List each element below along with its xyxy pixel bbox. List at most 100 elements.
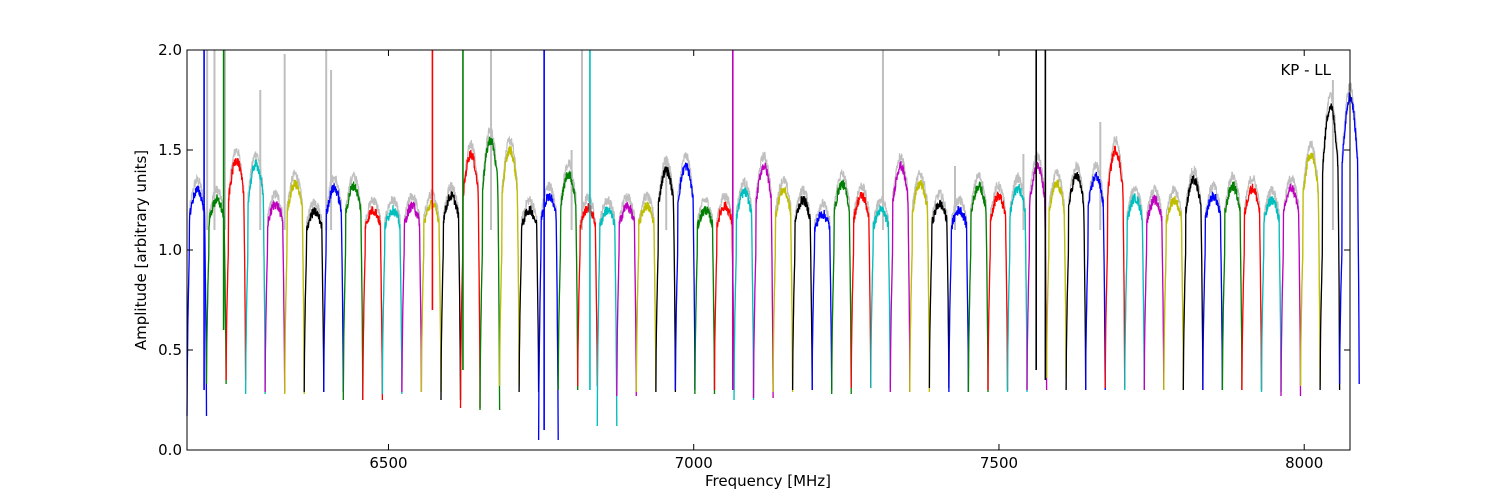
background-band-line <box>303 198 325 393</box>
band-line-25 <box>674 162 696 391</box>
band-line-49 <box>1143 194 1165 391</box>
background-band-line <box>1221 171 1243 391</box>
band-line-54 <box>1241 183 1263 391</box>
background-band-line <box>1085 161 1106 391</box>
band-line-13 <box>440 191 462 401</box>
band-line-40 <box>967 181 989 393</box>
band-line-12 <box>420 199 442 393</box>
band-line-29 <box>752 162 774 399</box>
band-line-26 <box>694 205 716 395</box>
x-tick-label: 8000 <box>1285 454 1323 472</box>
y-tick-label: 2.0 <box>158 41 182 59</box>
y-tick-label: 0.0 <box>158 441 182 459</box>
band-line-28 <box>733 186 755 401</box>
band-line-1 <box>205 193 227 385</box>
background-band-line <box>1163 185 1184 391</box>
band-line-15 <box>479 136 501 411</box>
band-line-32 <box>811 209 833 391</box>
band-line-21 <box>596 206 618 427</box>
background-band-line <box>713 192 735 391</box>
band-line-17 <box>518 205 540 393</box>
band-line-31 <box>791 195 813 391</box>
x-tick-label: 7000 <box>675 454 713 472</box>
band-line-52 <box>1202 191 1224 391</box>
background-band-line <box>1319 92 1341 391</box>
x-tick-label: 7500 <box>980 454 1018 472</box>
band-line-5 <box>284 179 305 395</box>
band-line-23 <box>635 201 657 393</box>
band-line-42 <box>1006 183 1028 393</box>
band-line-44 <box>1045 179 1067 379</box>
band-line-51 <box>1182 175 1204 391</box>
x-tick-label: 6500 <box>369 454 407 472</box>
band-line-47 <box>1104 145 1126 389</box>
band-line-24 <box>655 166 677 393</box>
band-line-48 <box>1124 193 1145 391</box>
band-line-30 <box>772 186 794 393</box>
background-band-line <box>616 193 637 397</box>
y-tick-label: 1.5 <box>158 141 182 159</box>
plot-annotation: KP - LL <box>1280 61 1331 79</box>
background-band-line <box>831 168 852 395</box>
band-line-22 <box>616 201 637 397</box>
band-line-33 <box>831 179 852 395</box>
band-line-57 <box>1299 152 1321 387</box>
band-line-6 <box>303 207 325 393</box>
background-band-line <box>284 169 305 395</box>
band-line-53 <box>1221 181 1243 391</box>
band-line-59 <box>1338 92 1360 385</box>
background-band-line <box>987 181 1009 391</box>
band-line-45 <box>1065 171 1087 391</box>
background-band-line <box>635 191 657 393</box>
band-line-7 <box>323 183 344 393</box>
y-tick-label: 1.0 <box>158 241 182 259</box>
background-band-line <box>420 189 442 393</box>
band-line-56 <box>1280 182 1302 397</box>
background-band-line <box>1045 168 1067 379</box>
background-band-line <box>1241 175 1263 391</box>
band-line-38 <box>928 199 950 389</box>
band-line-16 <box>498 145 520 387</box>
band-line-50 <box>1163 195 1184 391</box>
band-line-2 <box>225 158 247 381</box>
background-band-line <box>1104 135 1126 389</box>
background-band-line <box>1182 165 1204 391</box>
background-band-line <box>557 159 579 391</box>
background-band-line <box>342 171 364 401</box>
band-line-27 <box>713 201 735 391</box>
background-band-line <box>733 177 755 401</box>
band-series <box>186 92 1360 441</box>
axis-ticks: 6500 7000 7500 8000 0.0 0.5 1.0 1.5 2.0 <box>158 41 1350 472</box>
band-line-11 <box>401 201 423 393</box>
background-band-line <box>811 198 833 391</box>
band-line-41 <box>987 191 1009 391</box>
background-band-line <box>362 196 383 401</box>
band-line-8 <box>342 181 364 401</box>
band-line-14 <box>459 149 481 409</box>
band-line-18 <box>537 193 559 441</box>
band-line-46 <box>1085 171 1106 391</box>
band-line-36 <box>889 161 911 393</box>
background-band-line <box>381 196 403 395</box>
band-line-9 <box>362 205 384 401</box>
background-band-line <box>948 195 970 393</box>
band-line-35 <box>870 204 891 389</box>
band-line-20 <box>577 203 598 387</box>
band-line-4 <box>264 199 286 393</box>
background-band-line <box>1065 161 1087 391</box>
band-line-3 <box>244 158 266 395</box>
y-axis-label: Amplitude [arbitrary units] <box>132 150 150 350</box>
background-band-line <box>1202 180 1224 391</box>
band-line-34 <box>850 191 872 389</box>
background-band-line <box>674 151 696 391</box>
background-band-line <box>967 172 989 393</box>
band-line-10 <box>381 205 403 395</box>
band-line-37 <box>909 179 931 393</box>
band-line-39 <box>948 205 970 393</box>
band-line-55 <box>1260 196 1282 393</box>
y-tick-label: 0.5 <box>158 341 182 359</box>
band-line-58 <box>1319 103 1341 391</box>
background-band-line <box>772 176 794 393</box>
background-band-line <box>694 197 716 395</box>
